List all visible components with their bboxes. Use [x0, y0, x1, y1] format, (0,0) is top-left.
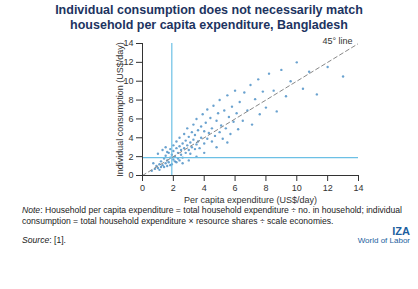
svg-text:4: 4: [202, 183, 207, 193]
svg-text:12: 12: [323, 183, 333, 193]
svg-text:6: 6: [233, 183, 238, 193]
html-text:Source: [1].: Source: [1].: [22, 235, 66, 245]
svg-text:6: 6: [128, 114, 133, 124]
svg-text:12: 12: [123, 57, 133, 67]
html-text:Individual consumption does no: Individual consumption does not necessar…: [55, 3, 363, 32]
html-text:World of Labor: World of Labor: [357, 236, 410, 245]
svg-text:Individual consumption (US$/da: Individual consumption (US$/day): [115, 42, 125, 177]
html-text:IZA: IZA: [392, 225, 410, 237]
svg-text:10: 10: [123, 76, 133, 86]
svg-text:14: 14: [353, 183, 363, 193]
svg-text:8: 8: [128, 95, 133, 105]
svg-text:0: 0: [140, 183, 145, 193]
svg-text:0: 0: [128, 170, 133, 180]
svg-text:8: 8: [263, 183, 268, 193]
html-text:Note: Household per capita exp: Note: Household per capita expenditure =…: [22, 205, 402, 226]
svg-text:Per capita expenditure (US$/da: Per capita expenditure (US$/day): [184, 195, 317, 205]
svg-text:14: 14: [123, 38, 133, 48]
svg-text:45° line: 45° line: [322, 36, 352, 46]
svg-text:2: 2: [171, 183, 176, 193]
svg-text:4: 4: [128, 133, 133, 143]
svg-text:10: 10: [292, 183, 302, 193]
svg-text:2: 2: [128, 152, 133, 162]
